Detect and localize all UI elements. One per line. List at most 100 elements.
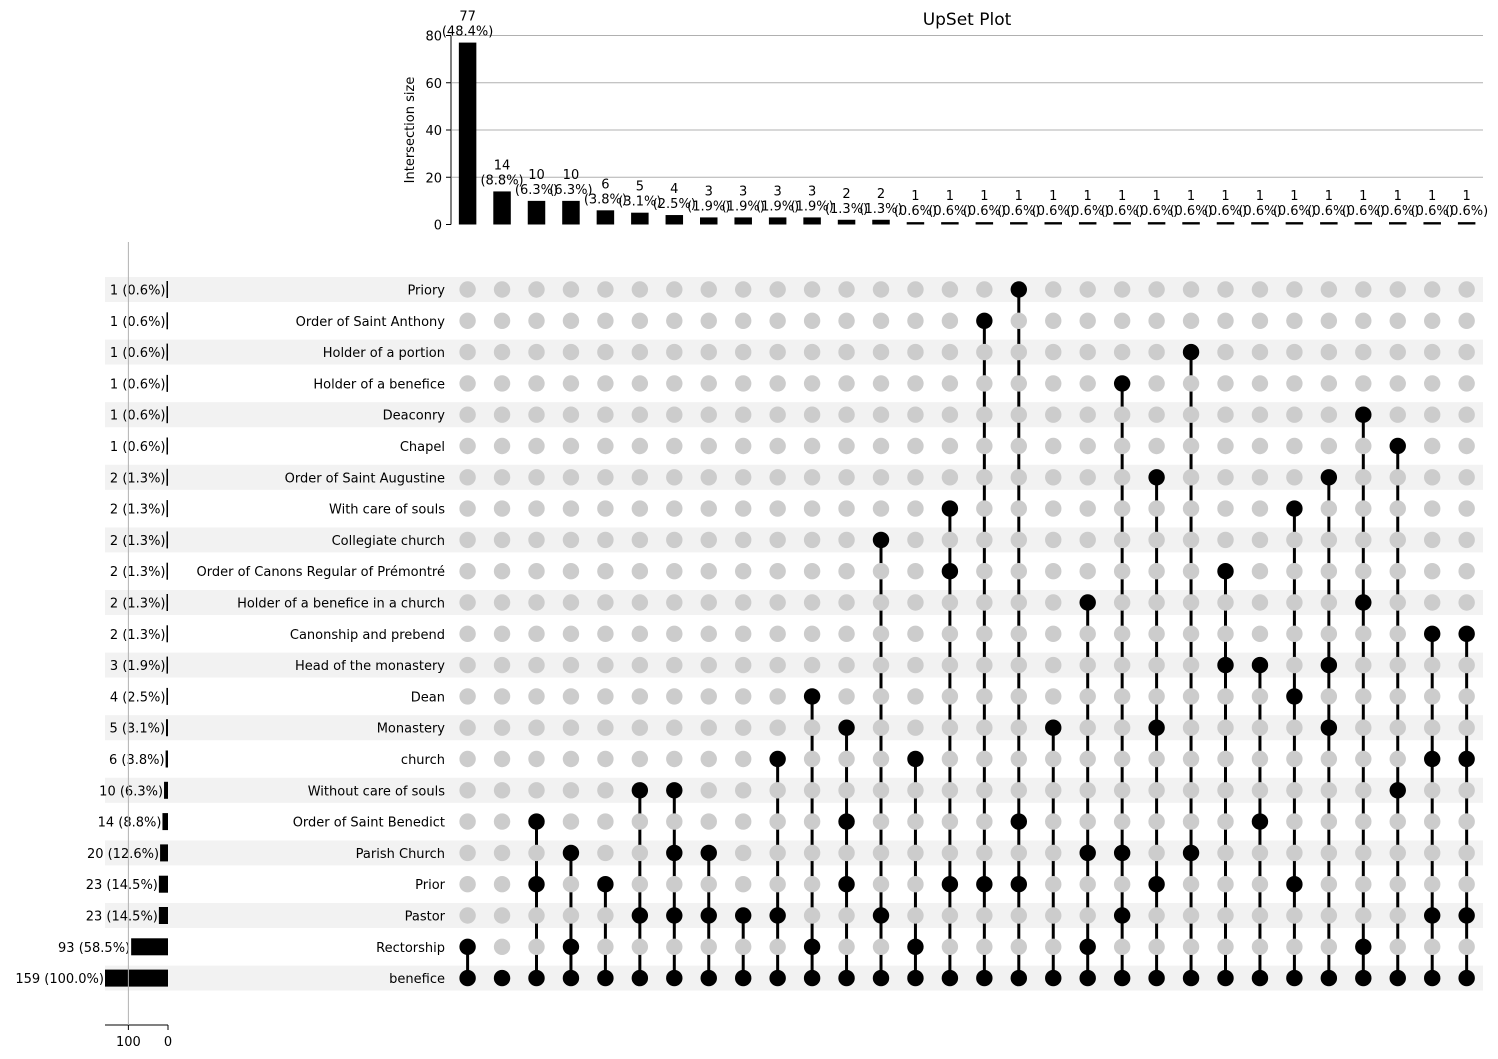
membership-dot-inactive — [735, 719, 752, 736]
membership-dot-inactive — [631, 343, 649, 361]
membership-dot-inactive — [1113, 469, 1131, 486]
membership-dot-inactive — [1079, 656, 1096, 674]
set-name-label: Head of the monastery — [295, 659, 445, 674]
membership-dot-inactive — [493, 719, 511, 736]
intersection-pct-label: (6.3%) — [515, 183, 558, 198]
membership-dot-inactive — [493, 844, 511, 862]
membership-dot-active — [1217, 969, 1234, 987]
membership-dot-inactive — [1010, 938, 1027, 955]
membership-dot-inactive — [1251, 500, 1269, 517]
membership-dot-inactive — [838, 312, 855, 329]
membership-dot-inactive — [1389, 719, 1406, 736]
intersection-count-label: 77 — [459, 10, 476, 25]
intersection-labels: 77(48.4%)14(8.8%) 10(6.3%)10(6.3%) 6(3.8%)… — [442, 10, 1488, 220]
membership-dot-inactive — [1458, 719, 1475, 736]
row-stripe — [105, 339, 1483, 365]
membership-dot-active — [1010, 876, 1027, 893]
set-name-label: Pastor — [405, 910, 446, 925]
membership-dot-inactive — [562, 656, 580, 674]
membership-dot-inactive — [1355, 375, 1372, 392]
membership-dot-inactive — [941, 656, 959, 674]
intersection-count-label: 2 — [842, 187, 850, 202]
membership-dot-active — [631, 969, 649, 987]
membership-dot-inactive — [769, 719, 786, 736]
set-size-label: 2 (1.3%) — [110, 503, 166, 518]
membership-dot-inactive — [666, 406, 683, 423]
membership-dot-active — [666, 907, 683, 924]
membership-dot-inactive — [1010, 688, 1027, 705]
y-tick-label: 60 — [425, 77, 442, 92]
membership-dot-inactive — [1079, 531, 1096, 549]
membership-dot-inactive — [872, 312, 890, 329]
y-tick-label: 20 — [425, 171, 442, 186]
membership-dot-active — [1010, 969, 1027, 987]
membership-dot-inactive — [1458, 594, 1475, 611]
membership-dot-active — [1424, 625, 1441, 642]
membership-dot-inactive — [1217, 406, 1234, 423]
set-size-label: 4 (2.5%) — [110, 690, 166, 705]
membership-dot-inactive — [700, 656, 717, 674]
membership-dot-inactive — [735, 406, 752, 423]
membership-dot-inactive — [493, 938, 511, 955]
membership-dot-inactive — [631, 437, 649, 455]
membership-dot-inactive — [1148, 656, 1165, 674]
membership-dot-inactive — [1182, 469, 1200, 486]
membership-dot-inactive — [872, 656, 890, 674]
membership-dot-active — [528, 813, 545, 830]
membership-dot-inactive — [1389, 938, 1406, 955]
set-name-label: Canonship and prebend — [290, 628, 445, 643]
membership-dot-inactive — [1251, 907, 1269, 924]
membership-dot-inactive — [493, 531, 511, 549]
membership-dot-inactive — [562, 406, 580, 423]
membership-dot-inactive — [941, 719, 959, 736]
membership-dot-inactive — [1458, 782, 1475, 799]
membership-dot-inactive — [1079, 281, 1096, 298]
membership-dot-inactive — [1182, 500, 1200, 517]
membership-dot-inactive — [1113, 531, 1131, 549]
membership-dot-inactive — [735, 375, 752, 392]
membership-dot-inactive — [872, 876, 890, 893]
membership-dot-inactive — [1045, 907, 1062, 924]
membership-dot-inactive — [1389, 813, 1406, 830]
membership-dot-inactive — [1182, 437, 1200, 455]
intersection-count-label: 10 — [528, 168, 545, 183]
membership-dot-active — [666, 844, 683, 862]
membership-dot-active — [1148, 969, 1165, 987]
membership-dot-inactive — [1320, 594, 1338, 611]
intersection-pct-label: (1.3%) — [825, 202, 868, 217]
chart-title: UpSet Plot — [923, 10, 1012, 30]
membership-dot-active — [1010, 813, 1027, 830]
membership-dot-inactive — [941, 343, 959, 361]
membership-dot-inactive — [562, 343, 580, 361]
membership-dot-inactive — [735, 782, 752, 799]
membership-dot-inactive — [769, 813, 786, 830]
intersection-bar — [596, 210, 615, 225]
membership-dot-active — [1148, 876, 1165, 893]
membership-dot-inactive — [1320, 625, 1338, 642]
membership-dot-inactive — [872, 625, 890, 642]
membership-dot-inactive — [838, 375, 855, 392]
intersection-bar — [734, 217, 752, 225]
membership-dot-inactive — [666, 876, 683, 893]
membership-dot-inactive — [1424, 312, 1441, 329]
set-size-bar — [162, 813, 168, 831]
membership-dot-inactive — [1251, 594, 1269, 611]
membership-dot-inactive — [631, 594, 649, 611]
membership-dot-inactive — [803, 281, 821, 298]
y-axis: 0 20 40 60 80 — [425, 30, 452, 234]
membership-dot-inactive — [735, 876, 752, 893]
membership-dot-active — [700, 844, 717, 862]
membership-dot-inactive — [493, 688, 511, 705]
membership-dot-inactive — [631, 563, 649, 580]
membership-dot-inactive — [735, 531, 752, 549]
membership-dot-inactive — [1045, 782, 1062, 799]
membership-dot-active — [1182, 343, 1200, 361]
membership-dot-active — [1355, 406, 1372, 423]
membership-dot-inactive — [700, 437, 717, 455]
intersection-pct-label: (1.9%) — [791, 199, 834, 214]
set-size-label: 5 (3.1%) — [109, 722, 165, 737]
intersection-bars — [458, 42, 1476, 225]
membership-dot-inactive — [1182, 782, 1200, 799]
membership-dot-inactive — [1148, 312, 1165, 329]
membership-dot-inactive — [666, 437, 683, 455]
